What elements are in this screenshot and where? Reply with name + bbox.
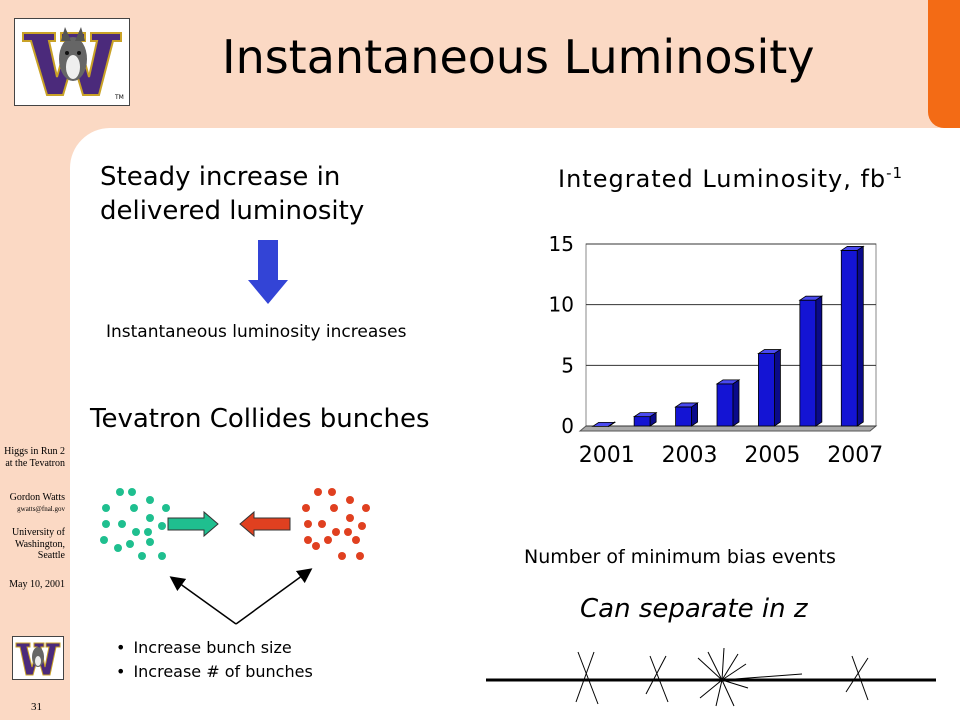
talk-title-line: at the Tevatron — [5, 457, 65, 469]
institution-line: Seattle — [37, 550, 65, 561]
green-dot — [138, 552, 146, 560]
separate-caption: Can separate in z — [580, 594, 808, 624]
luminosity-bar-chart: 0 5 10 15 2001 2003 2005 2007 — [549, 232, 884, 468]
arrow-caption: Instantaneous luminosity increases — [106, 322, 407, 342]
green-dot — [144, 528, 152, 536]
right-arrow-icon — [167, 510, 219, 538]
green-dot — [114, 544, 122, 552]
chart-title-text: Integrated Luminosity, fb — [558, 165, 887, 193]
small-university-logo — [12, 636, 64, 680]
institution-line: University of — [11, 527, 65, 538]
green-dot — [100, 536, 108, 544]
bar — [632, 411, 658, 427]
left-arrow-icon — [239, 510, 291, 538]
red-dot — [324, 536, 332, 544]
bunch-collision-diagram — [100, 488, 370, 560]
x-tick-label: 2001 — [579, 443, 635, 468]
bar — [715, 379, 741, 427]
chart-title-superscript: -1 — [886, 164, 904, 182]
down-arrow-icon — [248, 240, 288, 304]
x-tick-label: 2003 — [662, 443, 718, 468]
red-dot — [362, 504, 370, 512]
talk-date: May 10, 2001 — [9, 579, 65, 590]
page-number: 31 — [31, 701, 42, 713]
x-tick-label: 2005 — [744, 443, 800, 468]
green-dot — [130, 504, 138, 512]
green-dot — [102, 504, 110, 512]
accent-tab — [928, 0, 960, 128]
green-dot — [162, 504, 170, 512]
husky-w-icon: TM — [22, 27, 124, 101]
green-dot — [128, 488, 136, 496]
red-dot — [344, 528, 352, 536]
bar — [591, 421, 617, 428]
red-dot — [318, 520, 326, 528]
red-dot — [346, 514, 354, 522]
pointer-arrows — [169, 568, 313, 625]
min-bias-caption: Number of minimum bias events — [524, 546, 836, 568]
main-heading: Steady increase in delivered luminosity — [100, 160, 364, 228]
red-dot — [314, 488, 322, 496]
green-dot — [102, 520, 110, 528]
green-dot — [146, 496, 154, 504]
chart-floor — [578, 425, 878, 432]
green-bunch — [100, 488, 170, 560]
bar — [757, 348, 782, 427]
red-dot — [312, 542, 320, 550]
red-dot — [302, 504, 310, 512]
svg-text:TM: TM — [114, 94, 124, 101]
heading-line: delivered luminosity — [100, 196, 365, 226]
institution: University of Washington, Seattle — [12, 527, 65, 562]
green-dot — [146, 514, 154, 522]
red-dot — [352, 536, 360, 544]
red-dot — [338, 552, 346, 560]
bullet-item: Increase # of bunches — [116, 660, 312, 684]
chart-title: Integrated Luminosity, fb-1 — [558, 164, 903, 193]
green-dot — [158, 522, 166, 530]
y-tick-label: 0 — [561, 414, 574, 438]
bar — [798, 295, 824, 427]
green-dot — [118, 520, 126, 528]
y-tick-label: 15 — [549, 232, 574, 256]
red-dot — [328, 488, 336, 496]
slide-title: Instantaneous Luminosity — [222, 30, 815, 84]
green-dot — [146, 538, 154, 546]
vertex-diagram — [486, 647, 936, 707]
bar — [674, 402, 699, 427]
red-bunch — [302, 488, 370, 560]
y-tick-label: 5 — [561, 353, 574, 377]
green-dot — [116, 488, 124, 496]
red-dot — [356, 552, 364, 560]
red-dot — [358, 522, 366, 530]
red-dot — [304, 520, 312, 528]
talk-title: Higgs in Run 2 at the Tevatron — [4, 446, 65, 469]
bullet-list: Increase bunch size Increase # of bunche… — [116, 636, 313, 684]
green-dot — [158, 552, 166, 560]
green-dot — [126, 540, 134, 548]
tevatron-heading: Tevatron Collides bunches — [90, 404, 430, 434]
heading-line: Steady increase in — [100, 162, 341, 192]
author-email: gwatts@fnal.gov — [17, 505, 65, 513]
bullet-item: Increase bunch size — [116, 636, 313, 660]
red-dot — [332, 528, 340, 536]
red-dot — [304, 536, 312, 544]
y-tick-label: 10 — [549, 293, 574, 317]
green-dot — [132, 528, 140, 536]
institution-line: Washington, — [14, 538, 65, 550]
university-logo: TM — [14, 18, 130, 106]
bar — [839, 245, 865, 427]
red-dot — [330, 504, 338, 512]
talk-title-line: Higgs in Run 2 — [4, 446, 65, 457]
x-tick-label: 2007 — [827, 443, 883, 468]
red-dot — [346, 496, 354, 504]
husky-w-small-icon — [15, 642, 61, 676]
author-name: Gordon Watts — [9, 492, 65, 503]
